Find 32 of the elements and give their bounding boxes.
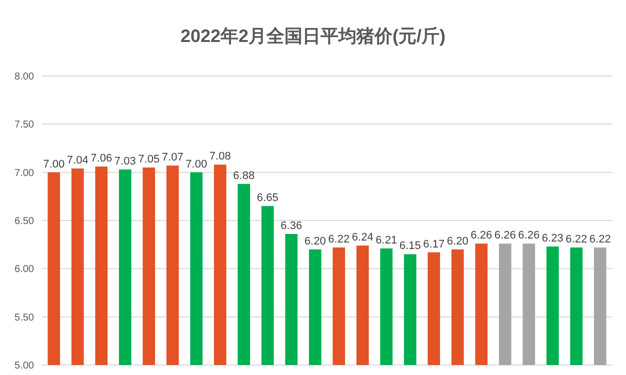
data-label: 6.26 [494, 230, 516, 242]
data-label: 7.06 [90, 152, 112, 165]
data-label: 6.20 [446, 235, 468, 248]
y-tick-label: 7.00 [14, 168, 34, 179]
data-label: 6.65 [256, 192, 278, 204]
data-label: 6.23 [542, 232, 564, 245]
data-label: 7.00 [43, 158, 65, 170]
data-label: 6.36 [280, 220, 302, 232]
data-label: 6.26 [518, 230, 540, 242]
data-label: 7.03 [114, 155, 136, 168]
data-label: 7.04 [66, 154, 88, 166]
data-label: 6.22 [566, 233, 588, 246]
y-tick-label: 6.00 [14, 264, 34, 276]
data-label: 6.26 [470, 230, 492, 242]
y-tick-label: 8.00 [14, 72, 34, 82]
data-label: 6.88 [233, 170, 255, 182]
data-label: 6.21 [376, 234, 398, 246]
y-tick-label: 5.00 [14, 360, 34, 372]
chart-title: 2022年2月全国日平均猪价(元/斤) [180, 26, 446, 46]
data-label: 7.08 [209, 150, 231, 163]
data-label: 6.20 [304, 235, 326, 248]
data-label: 7.00 [186, 158, 208, 170]
data-label: 6.15 [399, 240, 421, 252]
data-label: 6.22 [589, 233, 611, 246]
data-label: 7.07 [162, 152, 184, 164]
data-label: 7.05 [138, 154, 160, 166]
y-tick-label: 7.50 [14, 120, 34, 131]
data-label: 6.22 [328, 233, 350, 246]
y-tick-label: 5.50 [14, 312, 34, 324]
y-tick-label: 6.50 [14, 216, 34, 227]
data-label: 6.24 [352, 232, 374, 244]
data-label: 6.17 [423, 238, 445, 250]
